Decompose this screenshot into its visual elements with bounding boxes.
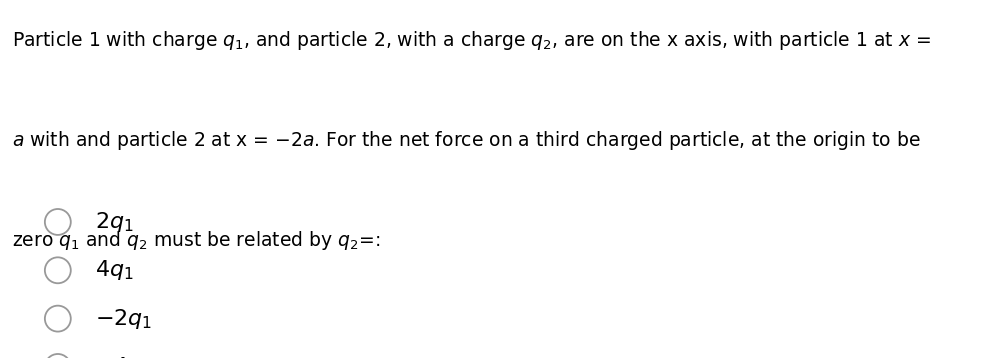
Text: $4q_1$: $4q_1$ [95,258,134,282]
Text: $-4q_1$: $-4q_1$ [95,355,152,358]
Text: zero $q_1$ and $q_2$ must be related by $q_2$=:: zero $q_1$ and $q_2$ must be related by … [12,229,380,252]
Text: $2q_1$: $2q_1$ [95,210,134,234]
Text: $-2q_1$: $-2q_1$ [95,306,152,331]
Text: Particle 1 with charge $q_1$, and particle 2, with a charge $q_2$, are on the x : Particle 1 with charge $q_1$, and partic… [12,29,931,52]
Text: $a$ with and particle 2 at x = $-$2$a$. For the net force on a third charged par: $a$ with and particle 2 at x = $-$2$a$. … [12,129,920,152]
